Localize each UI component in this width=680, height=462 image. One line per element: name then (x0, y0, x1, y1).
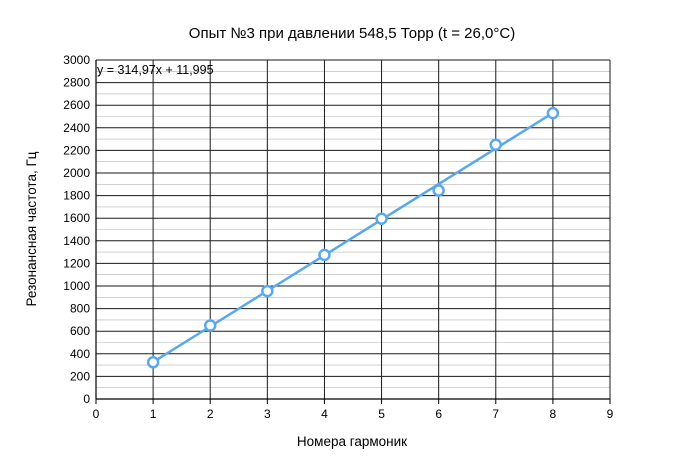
x-tick-label: 2 (207, 407, 214, 421)
trendline-line (151, 111, 555, 364)
x-tick-label: 8 (550, 407, 557, 421)
data-points (146, 106, 560, 369)
y-tick-label: 3000 (63, 53, 90, 67)
data-point (546, 106, 560, 120)
y-tick-label: 2400 (63, 121, 90, 135)
y-axis-label: Резонансная частота, Гц (24, 151, 39, 306)
data-point (318, 248, 331, 262)
grid (95, 59, 611, 400)
x-tick-label: 9 (607, 407, 614, 421)
y-tick-label: 1800 (63, 189, 90, 203)
x-tick-label: 4 (321, 407, 328, 421)
y-tick-label: 1600 (63, 211, 90, 225)
y-tick-label: 1000 (63, 279, 90, 293)
y-tick-label: 400 (70, 347, 90, 361)
data-point (489, 138, 503, 151)
y-tick-label: 0 (83, 392, 90, 406)
y-tick-label: 1400 (63, 234, 90, 248)
y-tick-label: 1200 (63, 256, 90, 270)
y-tick-labels: 0 200 400 600 800 1000 1200 1400 1600 1800 2000 220… (63, 53, 90, 406)
y-tick-label: 800 (70, 302, 90, 316)
x-axis-label: Номера гармоник (297, 434, 407, 449)
x-tick-label: 0 (93, 407, 100, 421)
data-point (261, 284, 274, 298)
data-point (432, 184, 445, 197)
data-point (375, 212, 388, 226)
y-tick-label: 2600 (63, 98, 90, 112)
y-tick-label: 2000 (63, 166, 90, 180)
x-tick-label: 1 (150, 407, 157, 421)
y-tick-label: 200 (70, 369, 90, 383)
trendline (151, 111, 555, 364)
data-point (203, 319, 217, 332)
x-tick-label: 6 (435, 407, 442, 421)
x-tick-labels: 0 1 2 3 4 5 6 7 8 9 (93, 407, 614, 421)
y-tick-label: 2200 (63, 143, 90, 157)
x-tick-label: 3 (264, 407, 271, 421)
axes (95, 60, 611, 404)
y-tick-label: 600 (70, 324, 90, 338)
x-tick-label: 5 (378, 407, 385, 421)
data-point (146, 356, 160, 369)
trendline-equation: y = 314,97x + 11,995 (97, 63, 214, 77)
y-tick-label: 2800 (63, 76, 90, 90)
chart-title: Опыт №3 при давлении 548,5 Торр (t = 26,… (189, 25, 515, 42)
x-tick-label: 7 (492, 407, 499, 421)
